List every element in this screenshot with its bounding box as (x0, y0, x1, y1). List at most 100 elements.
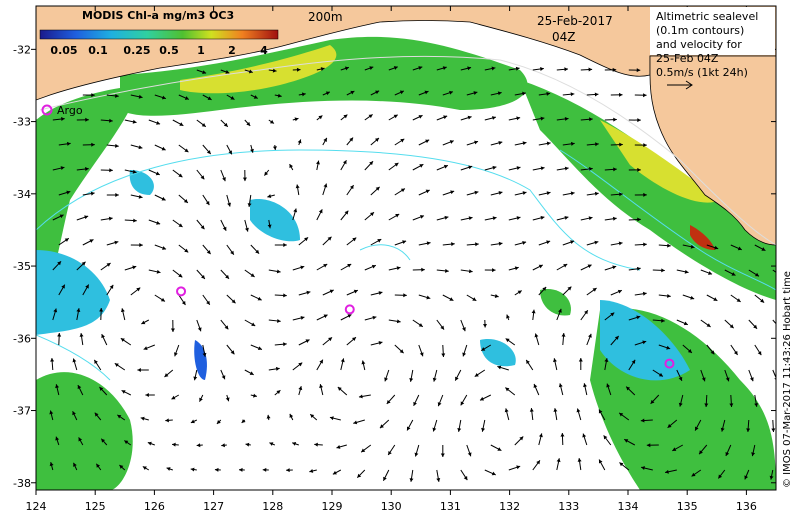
velocity-arrowhead (614, 335, 619, 340)
velocity-arrowhead (166, 467, 171, 471)
velocity-arrowhead (298, 362, 303, 367)
velocity-arrowhead (55, 384, 60, 389)
velocity-arrowhead (776, 452, 780, 456)
velocity-arrowhead (626, 386, 631, 391)
velocity-arrowhead (618, 92, 623, 97)
velocity-arrowhead (160, 297, 165, 302)
velocity-arrowhead (399, 90, 404, 95)
velocity-arrowhead (540, 166, 545, 171)
velocity-arrowhead (109, 118, 113, 123)
velocity-arrowhead (283, 342, 287, 347)
velocity-arrowhead (292, 441, 297, 446)
velocity-arrowhead (206, 300, 210, 305)
velocity-arrowhead (475, 242, 479, 247)
velocity-arrowhead (720, 427, 725, 432)
velocity-arrowhead (76, 308, 81, 313)
velocity-arrowhead (474, 140, 479, 145)
argo-float-marker[interactable] (664, 358, 675, 369)
velocity-arrowhead (757, 351, 762, 356)
velocity-arrowhead (344, 210, 349, 215)
velocity-arrowhead (117, 414, 122, 419)
velocity-arrowhead (492, 216, 497, 221)
velocity-arrowhead (506, 314, 510, 319)
velocity-arrowhead (375, 90, 380, 95)
velocity-arrowhead (658, 372, 663, 377)
velocity-arrowhead (140, 416, 145, 421)
velocity-arrowhead (319, 384, 324, 389)
velocity-arrowhead (221, 375, 226, 380)
velocity-arrowhead (94, 412, 99, 417)
velocity-arrowhead (753, 324, 758, 329)
velocity-arrowhead (165, 418, 169, 423)
velocity-arrowhead (751, 452, 756, 457)
velocity-arrowhead (472, 297, 477, 301)
velocity-arrowhead (710, 350, 715, 355)
velocity-arrowhead (785, 248, 789, 252)
velocity-arrowhead (583, 383, 587, 388)
velocity-arrowhead (691, 472, 696, 477)
velocity-arrowhead (368, 114, 373, 119)
velocity-arrowhead (761, 247, 766, 251)
colorbar-title: MODIS Chl-a mg/m3 OC3 (82, 9, 234, 22)
velocity-arrowhead (403, 293, 407, 298)
velocity-arrowhead (224, 325, 229, 330)
lon-tick-label: 133 (558, 500, 579, 513)
velocity-arrowhead (393, 66, 398, 70)
velocity-arrowhead (266, 414, 271, 419)
velocity-arrowhead (643, 93, 647, 98)
argo-float-marker[interactable] (344, 304, 355, 315)
velocity-arrowhead (162, 246, 167, 250)
velocity-arrowhead (61, 284, 65, 289)
velocity-arrowhead (120, 308, 125, 313)
velocity-arrowhead (89, 239, 94, 243)
velocity-arrowhead (441, 353, 446, 357)
velocity-arrowhead (138, 194, 143, 199)
velocity-arrowhead (440, 453, 445, 457)
velocity-arrowhead (413, 401, 417, 406)
velocity-arrowhead (264, 171, 269, 176)
sealevel-contours (36, 149, 776, 381)
velocity-arrowhead (619, 192, 623, 197)
velocity-arrowhead (276, 269, 281, 274)
credit-text: © IMOS 07-Mar-2017 11:43:26 Hobart time (782, 271, 793, 488)
chl-patch-4 (129, 170, 154, 195)
velocity-arrowhead (443, 164, 448, 169)
velocity-arrowhead (72, 411, 76, 416)
velocity-arrowhead (564, 215, 569, 220)
velocity-arrowhead (289, 413, 294, 418)
velocity-arrowhead (637, 118, 641, 123)
velocity-arrowhead (419, 164, 424, 168)
velocity-arrowhead (223, 122, 228, 127)
velocity-arrowhead (516, 216, 521, 220)
velocity-arrowhead (421, 267, 425, 272)
velocity-arrowhead (402, 240, 407, 245)
velocity-arrowhead (343, 114, 348, 119)
velocity-arrowhead (419, 352, 424, 357)
velocity-arrowhead (60, 166, 65, 171)
velocity-arrowhead (347, 264, 352, 268)
lat-tick-label: -37 (13, 405, 31, 418)
velocity-arrowhead (598, 459, 603, 464)
velocity-arrowhead (202, 352, 207, 357)
velocity-arrowhead (729, 403, 734, 407)
legend-line-2: (0.1m contours) (656, 24, 744, 37)
lon-tick-label: 128 (262, 500, 283, 513)
velocity-arrowhead (320, 67, 325, 71)
velocity-arrowhead (731, 272, 736, 276)
velocity-arrowhead (114, 363, 119, 367)
velocity-arrowhead (449, 90, 453, 95)
colorbar-gradient (39, 29, 279, 40)
date-label: 25-Feb-2017 (537, 14, 613, 28)
argo-float-marker[interactable] (176, 286, 187, 297)
velocity-arrowhead (713, 297, 718, 301)
velocity-arrowhead (78, 437, 83, 442)
velocity-arrowhead (642, 291, 647, 296)
velocity-arrowhead (746, 428, 751, 432)
velocity-arrowhead (505, 387, 510, 392)
velocity-arrowhead (357, 473, 362, 478)
velocity-arrow (779, 245, 789, 251)
velocity-arrowhead (361, 448, 366, 453)
velocity-arrowhead (463, 476, 468, 481)
velocity-arrowhead (231, 299, 236, 304)
velocity-arrowhead (109, 168, 113, 173)
